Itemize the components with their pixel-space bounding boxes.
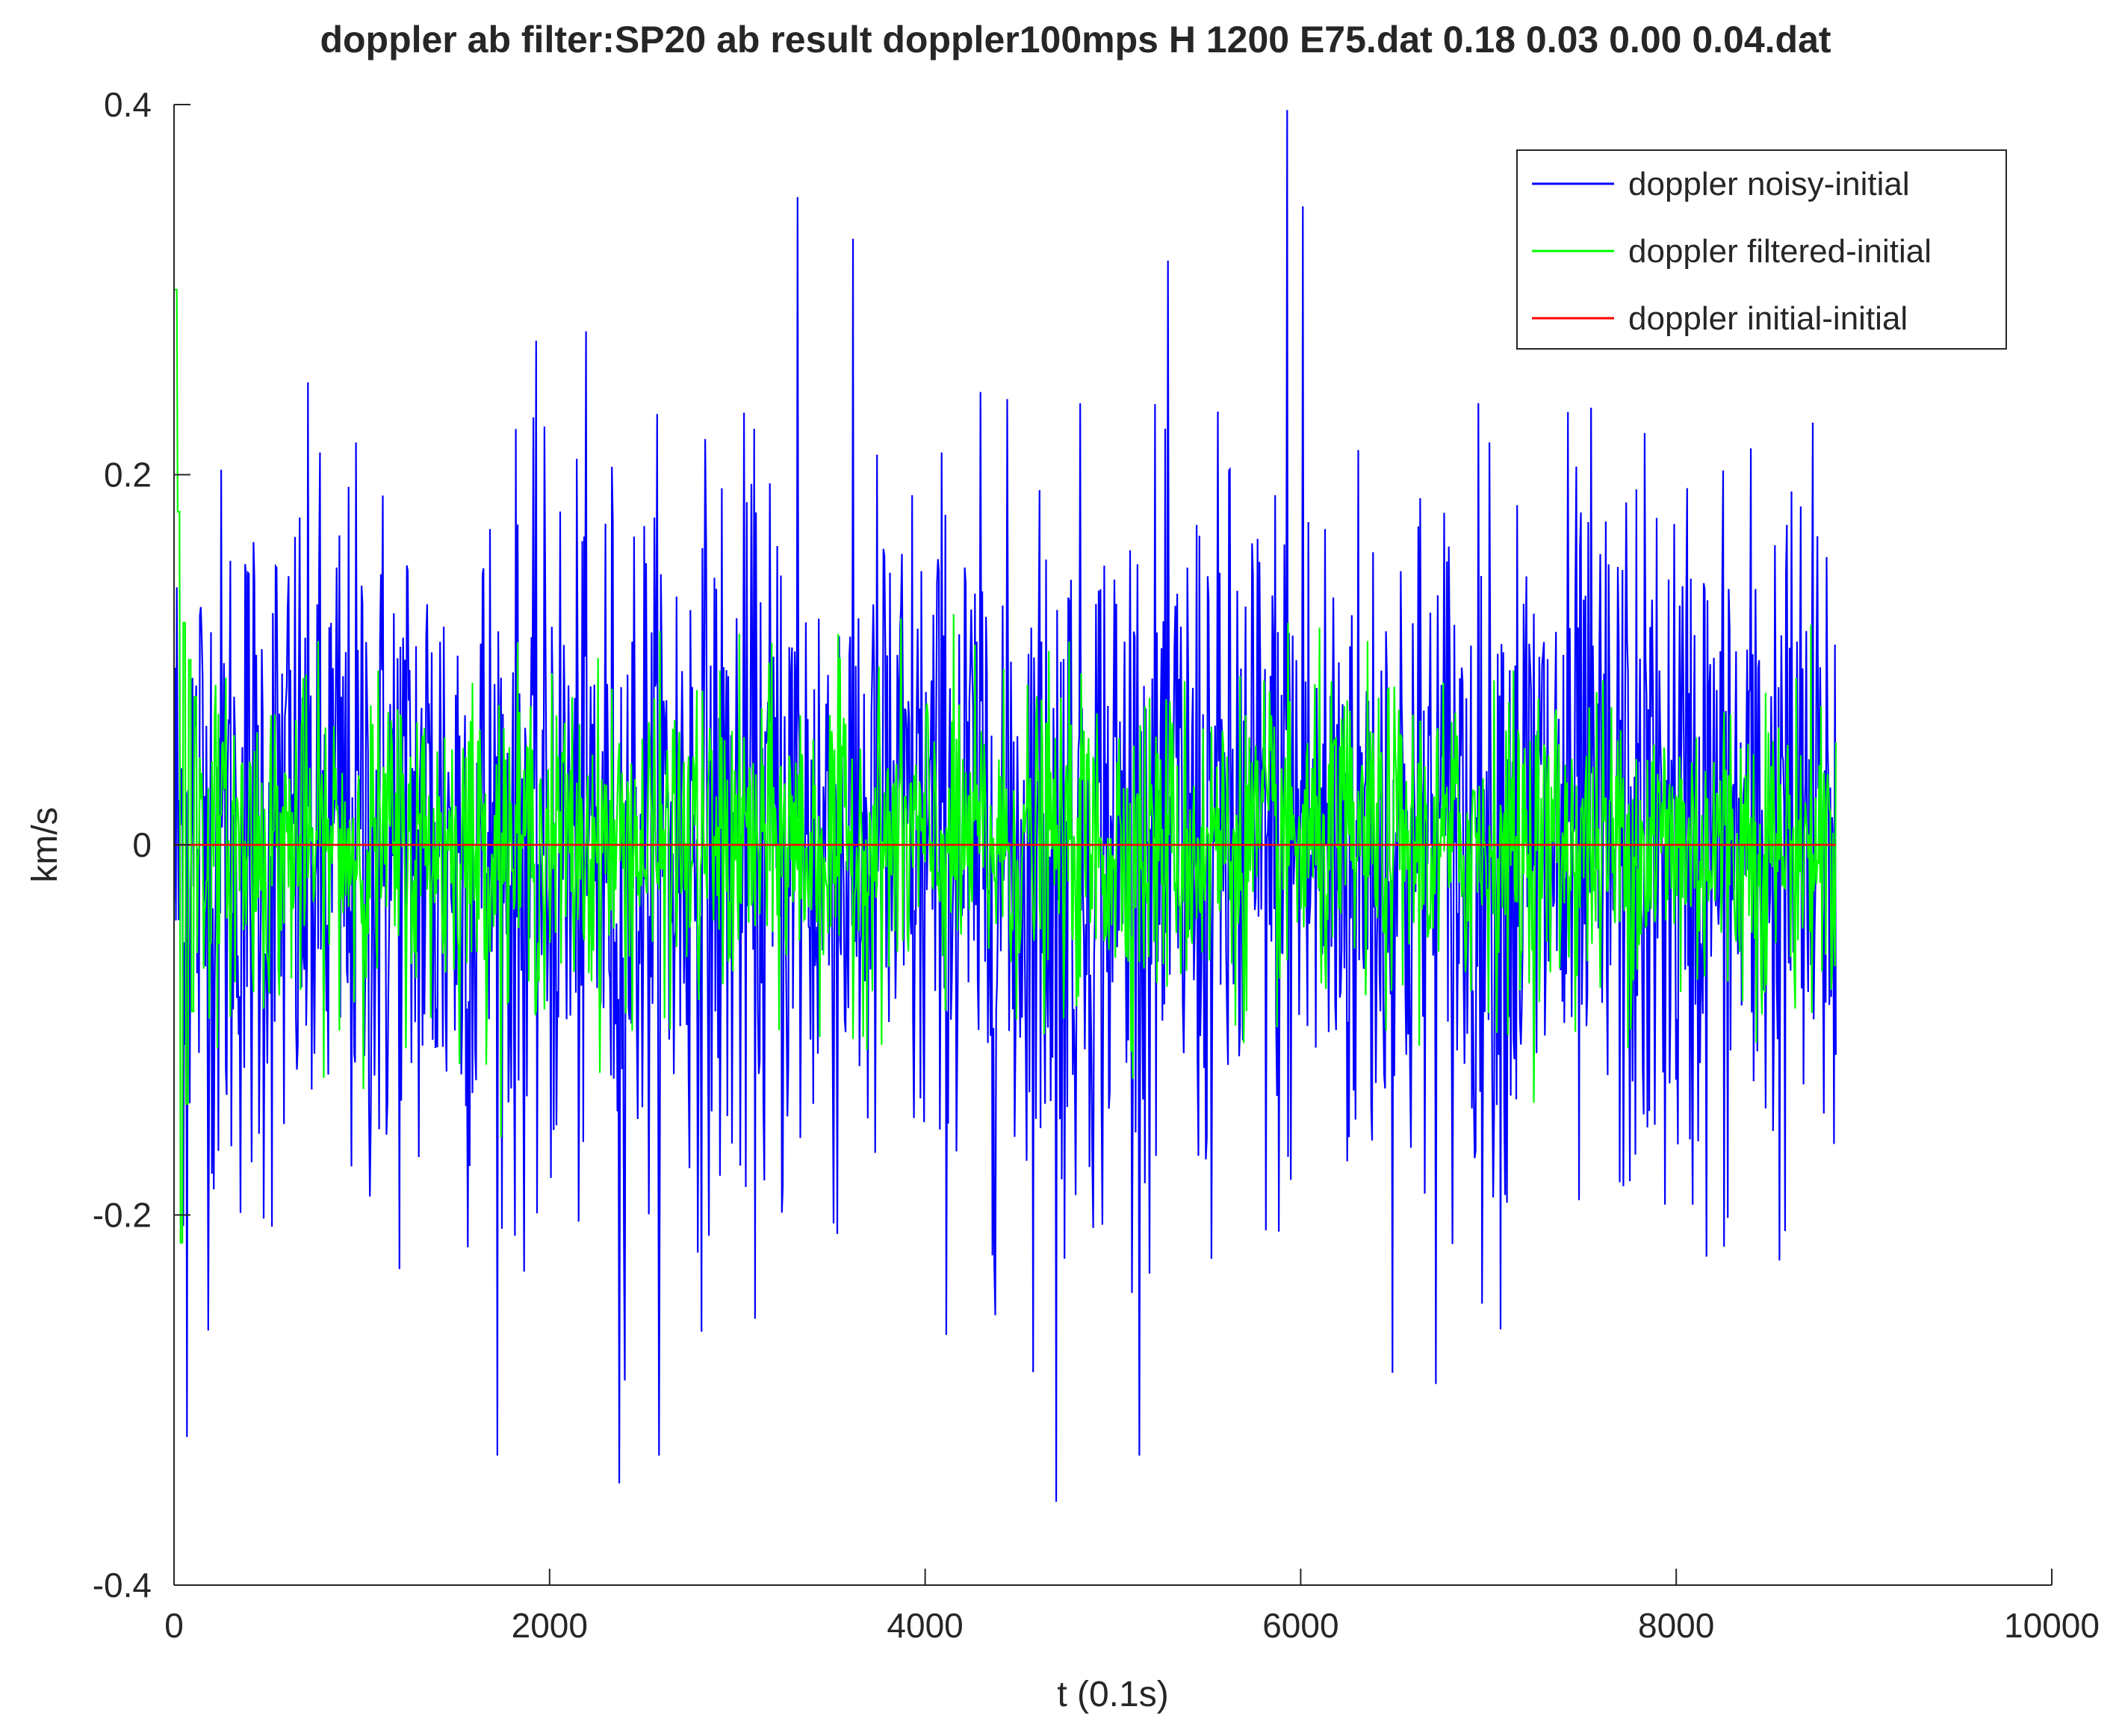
x-tick-label: 2000 bbox=[512, 1606, 588, 1645]
y-tick-label: 0.2 bbox=[104, 456, 152, 495]
series-line-filtered bbox=[174, 288, 1837, 1244]
legend-label: doppler noisy-initial bbox=[1628, 166, 1910, 202]
series-layer bbox=[173, 110, 1837, 1502]
legend: doppler noisy-initial doppler filtered-in… bbox=[1516, 149, 2007, 350]
legend-label: doppler initial-initial bbox=[1628, 300, 1908, 337]
y-axis-ticks: -0.4 -0.2 0 0.2 0.4 bbox=[93, 85, 190, 1605]
x-tick-label: 8000 bbox=[1638, 1606, 1714, 1645]
x-axis-ticks: 0 2000 4000 6000 8000 10000 bbox=[164, 1569, 2100, 1645]
x-tick-label: 0 bbox=[164, 1606, 184, 1645]
x-tick-label: 4000 bbox=[887, 1606, 963, 1645]
chart-title: doppler ab filter:SP20 ab result doppler… bbox=[320, 19, 1831, 61]
x-axis-label: t (0.1s) bbox=[1057, 1675, 1168, 1714]
legend-label: doppler filtered-initial bbox=[1628, 233, 1932, 270]
y-tick-label: -0.2 bbox=[93, 1196, 152, 1235]
x-tick-label: 10000 bbox=[2004, 1606, 2100, 1645]
y-tick-label: 0.4 bbox=[104, 85, 152, 124]
y-axis-label: km/s bbox=[25, 807, 65, 882]
y-tick-label: -0.4 bbox=[93, 1566, 152, 1605]
y-tick-label: 0 bbox=[132, 825, 152, 864]
x-tick-label: 6000 bbox=[1262, 1606, 1338, 1645]
